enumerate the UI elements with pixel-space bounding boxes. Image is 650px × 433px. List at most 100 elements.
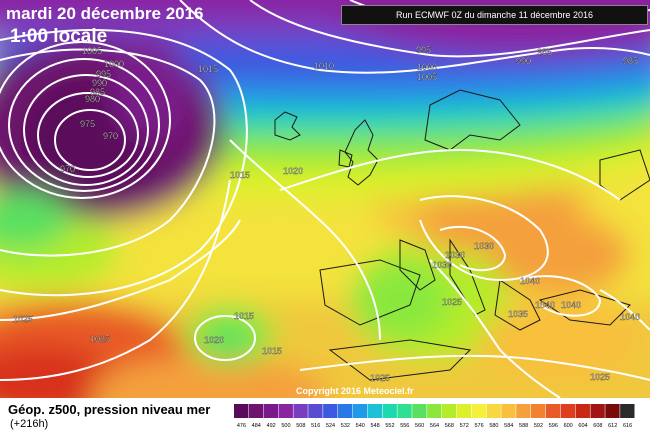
- scale-swatch: [263, 404, 279, 418]
- isobar-label: 1015: [198, 64, 218, 74]
- isobar-label: 985: [537, 47, 552, 57]
- isobar-label: 1030: [432, 260, 452, 270]
- isobar-label: 985: [90, 87, 105, 97]
- isobar-label: 990: [516, 56, 531, 66]
- scale-tick-label: 616: [623, 423, 632, 429]
- scale-swatch: [545, 404, 561, 418]
- scale-tick-label: 540: [356, 423, 365, 429]
- isobar-label: 1030: [474, 241, 494, 251]
- scale-swatch: [471, 404, 486, 418]
- scale-tick-label: 588: [519, 423, 528, 429]
- isobar-label: 1005: [82, 46, 102, 56]
- scale-tick-label: 548: [370, 423, 379, 429]
- copyright: Copyright 2016 Meteociel.fr: [296, 386, 414, 396]
- scale-tick-label: 508: [296, 423, 305, 429]
- isobar-label: 1000: [104, 59, 124, 69]
- scale-swatch: [397, 404, 412, 418]
- forecast-time: 1:00 locale: [10, 26, 108, 47]
- isobar-label: 1005: [417, 72, 437, 82]
- scale-swatch: [560, 404, 576, 418]
- isobar-label: 975: [80, 119, 95, 129]
- scale-swatch: [605, 404, 620, 418]
- scale-swatch: [337, 404, 353, 418]
- scale-tick-label: 612: [608, 423, 617, 429]
- isobar-label: 985: [623, 56, 638, 66]
- forecast-date: mardi 20 décembre 2016: [6, 4, 204, 23]
- scale-tick-label: 572: [460, 423, 469, 429]
- scale-swatch: [352, 404, 368, 418]
- scale-swatch: [531, 404, 546, 418]
- scale-swatch: [516, 404, 531, 418]
- isobar-label: 970: [103, 131, 118, 141]
- scale-tick-label: 560: [415, 423, 424, 429]
- scale-tick-label: 596: [549, 423, 558, 429]
- scale-tick-label: 592: [534, 423, 543, 429]
- isobar-label: 1040: [535, 300, 555, 310]
- scale-tick-label: 484: [252, 423, 261, 429]
- scale-tick-label: 476: [237, 423, 246, 429]
- scale-tick-label: 552: [385, 423, 394, 429]
- scale-swatch: [293, 404, 308, 418]
- isobar-label: 1015: [262, 346, 282, 356]
- scale-tick-label: 584: [504, 423, 513, 429]
- scale-swatch: [427, 404, 442, 418]
- isobar-label: 1030: [445, 250, 465, 260]
- isobar-label: 1025: [590, 372, 610, 382]
- forecast-lead-time: (+216h): [10, 418, 49, 430]
- scale-tick-label: 532: [341, 423, 350, 429]
- scale-swatch: [382, 404, 397, 418]
- scale-swatch: [486, 404, 501, 418]
- scale-swatch: [308, 404, 323, 418]
- scale-tick-label: 516: [311, 423, 320, 429]
- scale-tick-label: 608: [593, 423, 602, 429]
- scale-swatch: [234, 404, 249, 418]
- isobar-label: 1015: [234, 311, 254, 321]
- scale-swatch: [620, 404, 635, 418]
- isobar-label: 1025: [13, 314, 33, 324]
- isobar-label: 1010: [314, 61, 334, 71]
- scale-swatch: [575, 404, 590, 418]
- isobar-label: 1040: [620, 312, 640, 322]
- isobar-label: 995: [416, 45, 431, 55]
- isobar-label: 1025: [370, 373, 390, 383]
- isobar-label: 1035: [508, 309, 528, 319]
- isobar-label: 1020: [283, 166, 303, 176]
- scale-swatch: [412, 404, 427, 418]
- isobar-label: 1025: [442, 297, 462, 307]
- scale-tick-label: 604: [578, 423, 587, 429]
- scale-swatch: [590, 404, 605, 418]
- scale-swatch: [501, 404, 516, 418]
- scale-swatch: [367, 404, 383, 418]
- coastlines: [274, 89, 650, 381]
- scale-swatch: [456, 404, 472, 418]
- isobar-label: 1025: [90, 334, 110, 344]
- isobar-label: 980: [85, 94, 100, 104]
- scale-swatch: [323, 404, 338, 418]
- scale-swatch: [248, 404, 264, 418]
- isobar-label: 1040: [520, 276, 540, 286]
- scale-tick-label: 568: [445, 423, 454, 429]
- scale-swatch: [278, 404, 293, 418]
- scale-tick-label: 492: [267, 423, 276, 429]
- scale-tick-label: 580: [489, 423, 498, 429]
- isobar-label: 1040: [561, 300, 581, 310]
- scale-tick-label: 524: [326, 423, 335, 429]
- scale-tick-label: 600: [564, 423, 573, 429]
- isobar-label: 1015: [230, 170, 250, 180]
- isobar-label: 970: [60, 164, 75, 174]
- color-scale: 476 484 492 500 508 516 524 532 540 548 552 556 560 5…: [234, 404, 635, 429]
- scale-tick-label: 500: [281, 423, 290, 429]
- scale-tick-label: 556: [400, 423, 409, 429]
- legend-title: Géop. z500, pression niveau mer: [8, 402, 211, 417]
- scale-tick-label: 576: [474, 423, 483, 429]
- isobar-label: 1020: [204, 335, 224, 345]
- isobar-label: 995: [96, 69, 111, 79]
- model-run-info: Run ECMWF 0Z du dimanche 11 décembre 201…: [341, 5, 648, 25]
- isobar-label: 1000: [417, 62, 437, 72]
- scale-tick-label: 564: [430, 423, 439, 429]
- isobar-label: 990: [92, 78, 107, 88]
- scale-swatch: [441, 404, 457, 418]
- isobars: [0, 0, 650, 398]
